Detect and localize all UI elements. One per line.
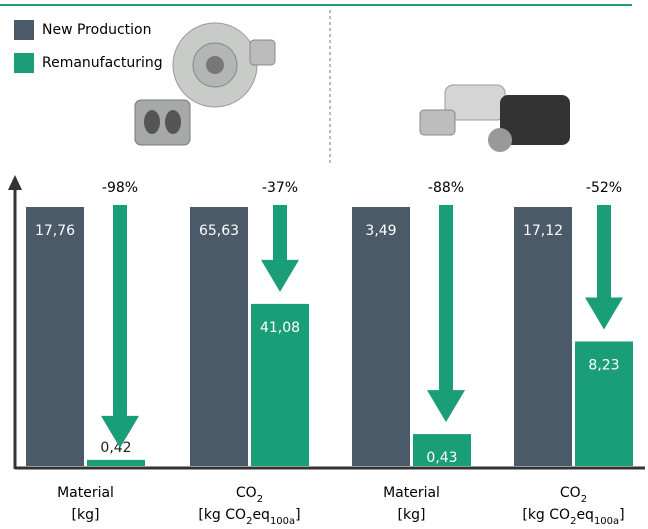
value-label: 3,49 <box>365 223 396 239</box>
label-part: 2 <box>570 516 576 527</box>
value-label: 8,23 <box>588 357 619 373</box>
label-part: 100a <box>270 516 295 527</box>
value-label: 0,43 <box>426 450 457 466</box>
label-part: eq <box>252 507 270 523</box>
bar <box>190 207 248 466</box>
y-axis-arrow <box>8 175 22 190</box>
bar <box>26 207 84 466</box>
bar <box>352 207 410 466</box>
bar <box>251 303 309 466</box>
value-label: 41,08 <box>260 320 300 336</box>
legend-label: New Production <box>42 22 151 38</box>
label-part: eq <box>576 507 594 523</box>
label-part: Material <box>383 485 440 501</box>
label-part: Material <box>57 485 114 501</box>
category-unit: [kg CO2eq100a] <box>198 507 300 527</box>
label-part: 2 <box>581 494 587 505</box>
value-label: 0,42 <box>100 440 131 456</box>
value-label: 17,12 <box>523 223 563 239</box>
change-label: -37% <box>262 180 298 196</box>
legend-swatch <box>14 53 34 73</box>
label-part: ] <box>295 507 300 523</box>
starter-motor-image <box>419 84 570 152</box>
reduction-arrow <box>585 205 623 330</box>
label-part: [kg CO <box>522 507 570 523</box>
bar <box>87 459 145 466</box>
legend-label: Remanufacturing <box>42 55 163 71</box>
category-label: Material <box>57 485 114 501</box>
label-part: ] <box>619 507 624 523</box>
change-label: -88% <box>428 180 464 196</box>
label-part: 100a <box>594 516 619 527</box>
value-label: 65,63 <box>199 223 239 239</box>
bar <box>514 207 572 466</box>
legend-swatch <box>14 20 34 40</box>
category-unit: [kg] <box>72 507 100 523</box>
category-unit: [kg CO2eq100a] <box>522 507 624 527</box>
bar <box>413 434 471 466</box>
value-label: 17,76 <box>35 223 75 239</box>
turbocharger-image <box>134 22 276 146</box>
bar <box>575 341 633 466</box>
label-part: [kg CO <box>198 507 246 523</box>
reduction-arrow <box>261 205 299 292</box>
reduction-arrow <box>101 205 139 448</box>
label-part: 2 <box>257 494 263 505</box>
label-part: CO <box>236 485 257 501</box>
label-part: CO <box>560 485 581 501</box>
label-part: [kg] <box>398 507 426 523</box>
label-part: [kg] <box>72 507 100 523</box>
category-label: Material <box>383 485 440 501</box>
label-part: 2 <box>246 516 252 527</box>
change-label: -98% <box>102 180 138 196</box>
category-label: CO2 <box>560 485 587 505</box>
category-unit: [kg] <box>398 507 426 523</box>
category-label: CO2 <box>236 485 263 505</box>
change-label: -52% <box>586 180 622 196</box>
reduction-arrow <box>427 205 465 423</box>
